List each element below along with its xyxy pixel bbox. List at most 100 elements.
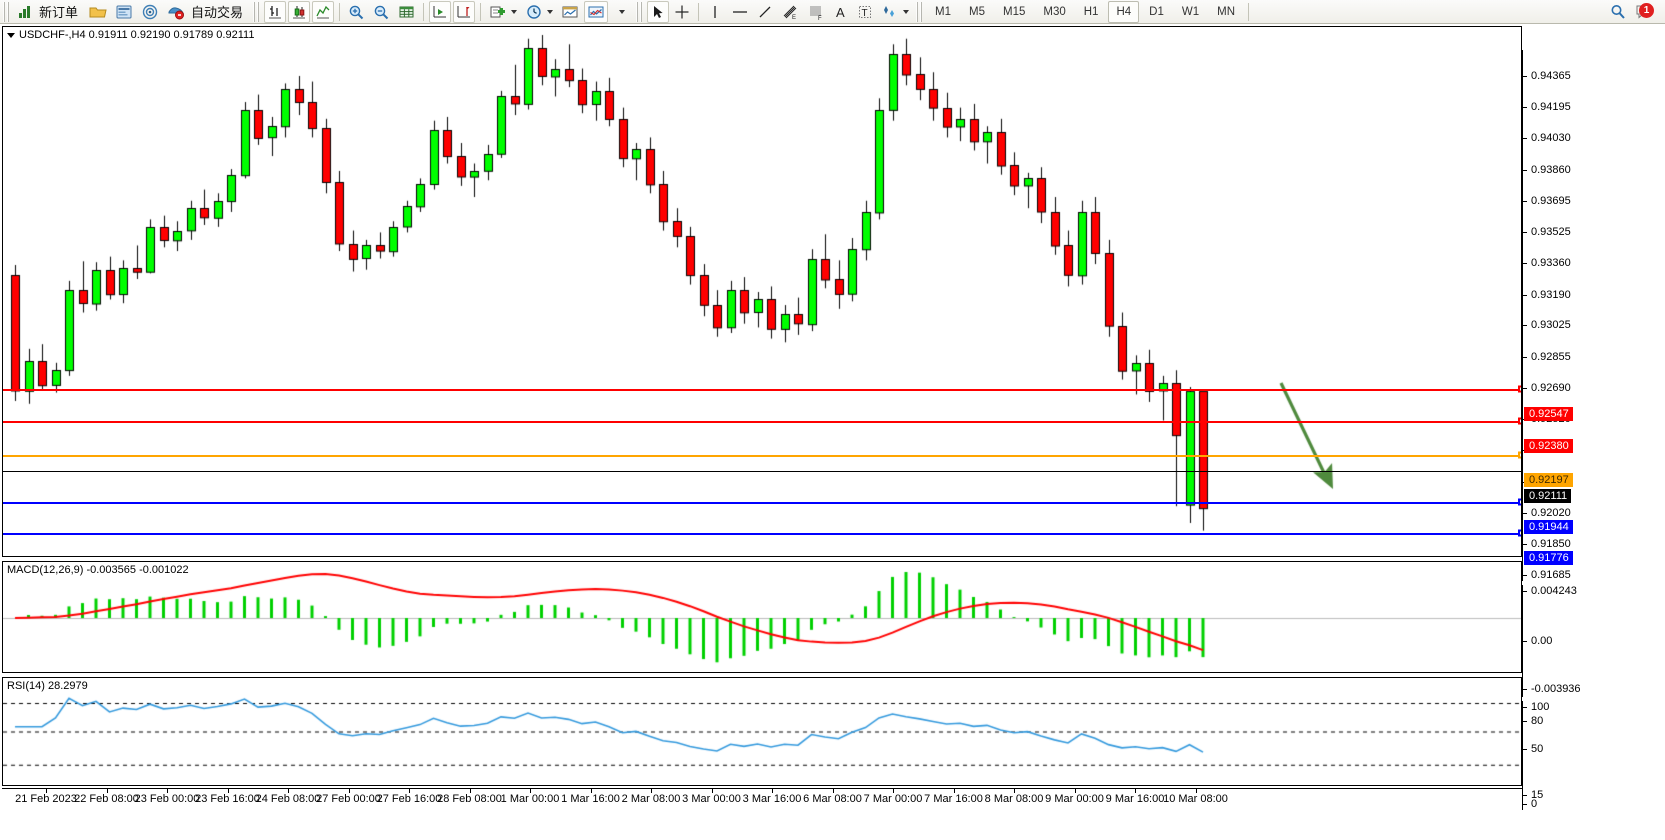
time-label: 27 Feb 16:00 <box>376 793 442 805</box>
time-tick <box>590 789 592 793</box>
toolbar-grip-4[interactable] <box>916 1 924 22</box>
search-icon <box>1611 4 1625 19</box>
folder-button[interactable] <box>86 1 110 23</box>
text-label-tool-button[interactable]: T <box>854 1 876 23</box>
svg-text:F: F <box>818 16 822 20</box>
time-axis[interactable]: 21 Feb 2023 22 Feb 08:00 23 Feb 00:00 23 Fe… <box>2 788 1522 810</box>
time-tick <box>348 789 350 793</box>
price-tick: 0.93695 <box>1523 195 1571 207</box>
timeframe-d1[interactable]: D1 <box>1149 5 1164 18</box>
rsi-pane[interactable]: RSI(14) 28.2979 <box>2 677 1522 786</box>
price-tick: 0.93025 <box>1523 319 1571 331</box>
macd-tick: 0.004243 <box>1523 585 1577 597</box>
templates-button[interactable] <box>558 1 582 23</box>
auto-scroll-button[interactable] <box>429 0 452 23</box>
zoom-out-icon <box>374 5 389 19</box>
level-line-handle[interactable] <box>1518 498 1521 506</box>
time-tick <box>46 789 47 793</box>
main-toolbar: 新订单 <box>0 0 1665 24</box>
time-label: 8 Mar 08:00 <box>984 793 1044 805</box>
time-label: 21 Feb 2023 <box>15 793 77 805</box>
time-tick <box>167 789 168 793</box>
add-indicator-button[interactable] <box>486 1 520 23</box>
toolbar-grip-3[interactable] <box>636 1 644 22</box>
candlestick-chart-button[interactable] <box>288 0 311 23</box>
macd-pane[interactable]: MACD(12,26,9) -0.003565 -0.001022 <box>2 561 1522 673</box>
time-label: 3 Mar 00:00 <box>682 793 741 805</box>
time-label: 23 Feb 16:00 <box>195 793 260 805</box>
time-label: 10 Mar 08:00 <box>1163 793 1228 805</box>
trendline-tool-button[interactable] <box>754 1 776 23</box>
fibonacci-tool-button[interactable]: F <box>804 1 828 23</box>
timeframe-m15[interactable]: M15 <box>1003 5 1026 18</box>
shapes-icon <box>884 5 895 17</box>
bar-chart-button[interactable] <box>264 0 287 23</box>
price-tick: 0.92855 <box>1523 351 1571 363</box>
timeframe-mn[interactable]: MN <box>1217 5 1235 18</box>
price-tick: 0.91685 <box>1523 569 1571 581</box>
price-tag-resistance-1: 0.92547 <box>1524 407 1573 422</box>
timeframe-group: M1 M5 M15 M30 H1 H4 D1 W1 MN <box>926 0 1244 23</box>
cursor-tool-button[interactable] <box>647 0 670 23</box>
time-tick <box>893 789 894 793</box>
level-line-handle[interactable] <box>1518 451 1521 459</box>
templates-caret[interactable] <box>610 1 632 23</box>
time-tick <box>1014 789 1015 793</box>
line-chart-button[interactable] <box>312 0 335 23</box>
signal-button[interactable] <box>138 1 162 23</box>
timeframe-m30[interactable]: M30 <box>1043 5 1066 18</box>
zoom-in-icon <box>349 5 364 19</box>
navigator-icon <box>116 5 132 18</box>
notifications-button[interactable]: 1 <box>1632 1 1658 23</box>
channel-tool-button[interactable]: E <box>778 1 802 23</box>
time-label: 2 Mar 08:00 <box>621 793 681 805</box>
horizontal-line-tool-button[interactable] <box>728 1 752 23</box>
search-button[interactable] <box>1606 1 1630 23</box>
macd-scale: 0.004243 0.00 -0.003936 <box>1522 585 1665 697</box>
price-tick: 0.94195 <box>1523 101 1571 113</box>
timeframe-m1[interactable]: M1 <box>935 5 952 18</box>
zoom-in-button[interactable] <box>345 1 368 23</box>
price-scale[interactable]: 0.94365 0.94195 0.94030 0.93860 0.93695 0.935… <box>1522 50 1665 581</box>
rsi-tick: 80 <box>1523 715 1543 727</box>
timeframe-w1[interactable]: W1 <box>1181 5 1200 18</box>
shapes-tool-button[interactable] <box>878 1 912 23</box>
timeframe-h1[interactable]: H1 <box>1083 5 1099 18</box>
chart-menu-triangle-icon[interactable] <box>7 32 15 38</box>
rsi-tick: 0 <box>1523 798 1537 810</box>
level-line-handle[interactable] <box>1518 385 1521 393</box>
autotrading-button[interactable]: 自动交易 <box>164 1 249 23</box>
time-label: 7 Mar 00:00 <box>863 793 923 805</box>
price-pane[interactable]: USDCHF-,H4 0.91911 0.92190 0.91789 0.921… <box>2 26 1522 557</box>
zoom-out-button[interactable] <box>370 1 393 23</box>
toolbar-grip[interactable] <box>3 1 10 22</box>
templates-dropdown-button[interactable] <box>584 0 609 23</box>
notification-badge: 1 <box>1639 2 1654 18</box>
toolbar-separator-2 <box>423 2 425 21</box>
text-tool-button[interactable]: A <box>830 1 852 23</box>
template-icon <box>562 6 578 17</box>
level-line-stroke <box>3 389 1521 392</box>
price-tick: 0.91850 <box>1523 538 1571 550</box>
chevron-down-icon <box>511 9 518 14</box>
timeframe-h4[interactable]: H4 <box>1108 0 1140 23</box>
chart-shift-button[interactable] <box>453 0 476 23</box>
level-line-handle[interactable] <box>1518 529 1521 537</box>
toolbar-grip-2[interactable] <box>253 1 261 22</box>
level-line-handle[interactable] <box>1518 417 1521 425</box>
crosshair-tool-button[interactable] <box>671 1 693 23</box>
svg-text:E: E <box>792 15 796 20</box>
grid-button[interactable] <box>395 1 418 23</box>
new-order-button[interactable]: 新订单 <box>14 1 84 23</box>
vertical-line-tool-button[interactable] <box>704 1 726 23</box>
chart-canvas-area[interactable]: USDCHF-,H4 0.91911 0.92190 0.91789 0.921… <box>0 24 1665 840</box>
text-label-icon: T <box>859 5 872 19</box>
rsi-tick: 50 <box>1523 743 1543 755</box>
periods-button[interactable] <box>522 1 556 23</box>
time-tick <box>772 789 773 793</box>
level-line-stroke <box>3 501 1521 504</box>
macd-label: MACD(12,26,9) -0.003565 -0.001022 <box>7 564 189 576</box>
time-label: 9 Mar 16:00 <box>1105 793 1165 805</box>
timeframe-m5[interactable]: M5 <box>969 5 985 18</box>
navigator-button[interactable] <box>112 1 136 23</box>
